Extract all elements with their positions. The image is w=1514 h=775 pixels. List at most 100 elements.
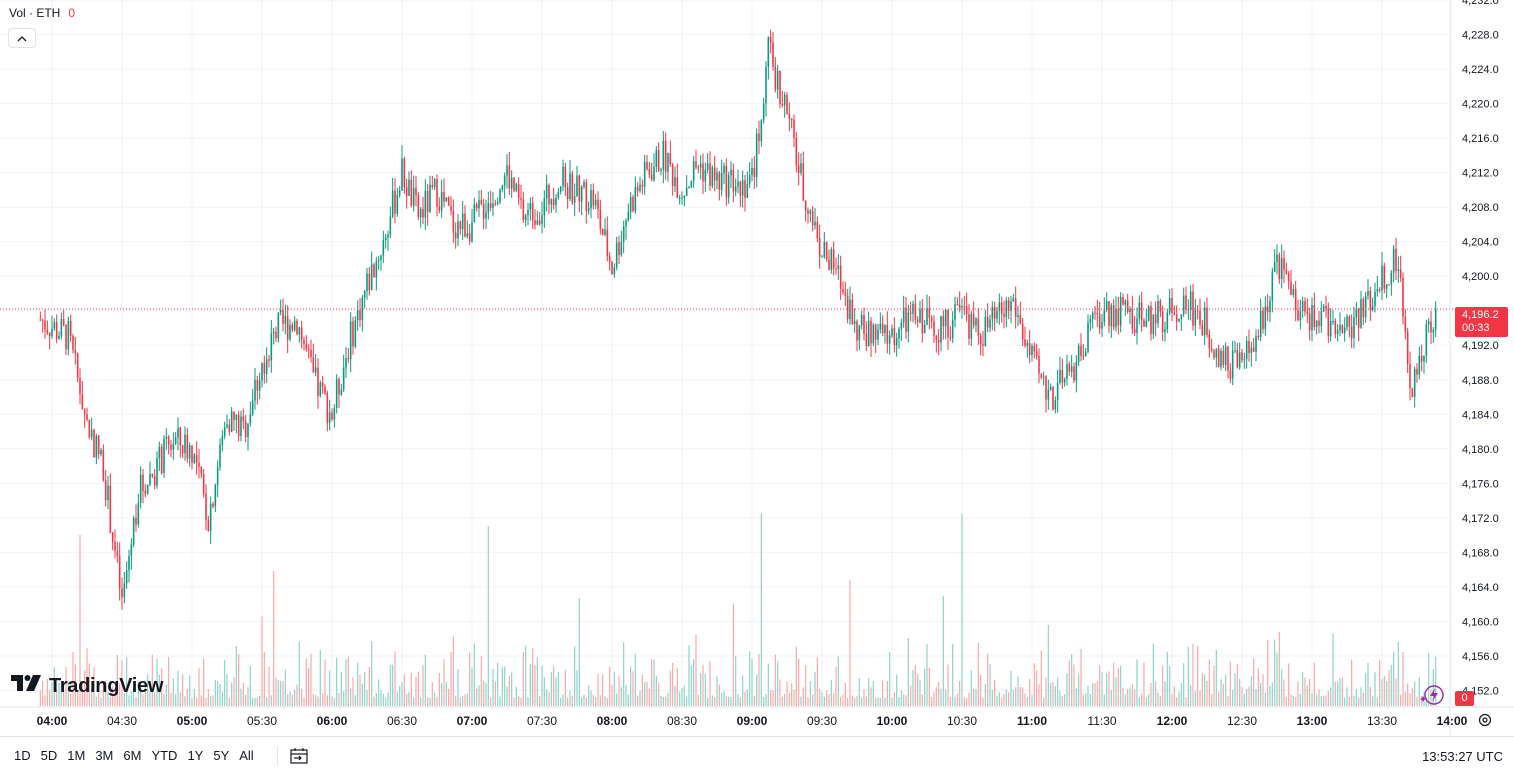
range-1y[interactable]: 1Y bbox=[187, 748, 204, 763]
volume-bar bbox=[1215, 650, 1217, 706]
range-1d[interactable]: 1D bbox=[14, 748, 31, 763]
candle-body bbox=[818, 238, 821, 257]
volume-bar bbox=[1106, 672, 1108, 706]
candle-body bbox=[354, 320, 357, 347]
candle-body bbox=[718, 172, 721, 190]
candle-body bbox=[1098, 314, 1101, 329]
candle-body bbox=[452, 210, 455, 233]
candle-body bbox=[473, 204, 476, 223]
volume-bar bbox=[413, 697, 415, 706]
range-6m[interactable]: 6M bbox=[123, 748, 142, 763]
price-chart[interactable]: 4,152.04,156.04,160.04,164.04,168.04,172… bbox=[0, 0, 1514, 736]
candle-body bbox=[387, 234, 389, 238]
candle-body bbox=[1420, 355, 1423, 362]
candle-body bbox=[1273, 262, 1276, 272]
volume-bar bbox=[140, 687, 142, 706]
candle-body bbox=[1159, 300, 1162, 312]
candle-body bbox=[587, 208, 590, 211]
candle-body bbox=[674, 177, 676, 187]
volume-bar bbox=[709, 661, 711, 706]
range-3m[interactable]: 3M bbox=[95, 748, 114, 763]
candle-body bbox=[95, 435, 98, 458]
tradingview-logo[interactable]: TradingView bbox=[11, 674, 163, 698]
utc-clock[interactable]: 13:53:27 UTC bbox=[1422, 749, 1503, 764]
volume-bar bbox=[1264, 692, 1266, 706]
candle-body bbox=[370, 264, 373, 290]
volume-bar bbox=[973, 688, 975, 706]
volume-bar bbox=[196, 697, 198, 706]
candle-body bbox=[534, 220, 536, 225]
volume-bar bbox=[1117, 668, 1119, 706]
volume-bar bbox=[1283, 679, 1285, 706]
range-ytd[interactable]: YTD bbox=[151, 748, 178, 763]
volume-bar bbox=[1428, 652, 1430, 706]
candle-body bbox=[102, 449, 105, 481]
candle-body bbox=[408, 179, 410, 196]
candle-body bbox=[543, 198, 546, 216]
candle-body bbox=[517, 184, 520, 198]
candle-body bbox=[1257, 335, 1260, 338]
collapse-legend-button[interactable] bbox=[8, 28, 36, 48]
volume-bar bbox=[1073, 664, 1075, 706]
volume-bar bbox=[1197, 646, 1199, 706]
volume-bar bbox=[1292, 696, 1294, 706]
volume-bar bbox=[595, 696, 597, 706]
candle-body bbox=[683, 195, 686, 198]
candle-body bbox=[1138, 302, 1141, 319]
candle-body bbox=[1388, 284, 1390, 286]
volume-bar bbox=[123, 692, 125, 706]
candle-body bbox=[310, 349, 312, 358]
volume-bar bbox=[408, 692, 410, 706]
x-axis: 04:00 04:30 05:00 05:30 06:00 06:30 07:00 07:30… bbox=[37, 714, 1468, 728]
candle-body bbox=[1350, 326, 1353, 338]
volume-bar bbox=[424, 654, 426, 706]
volume-bar bbox=[312, 693, 314, 706]
candle-body bbox=[678, 197, 681, 199]
volume-bar bbox=[44, 695, 46, 706]
candle-body bbox=[142, 474, 144, 491]
candle-body bbox=[1038, 355, 1040, 374]
volume-bar bbox=[863, 689, 865, 706]
candle-body bbox=[422, 208, 424, 218]
volume-bar bbox=[690, 665, 692, 706]
volume-bar bbox=[851, 695, 853, 706]
volume-bar bbox=[310, 653, 312, 706]
range-5y[interactable]: 5Y bbox=[213, 748, 230, 763]
volume-bar bbox=[228, 697, 230, 706]
volume-bar bbox=[515, 686, 517, 706]
volume-bar bbox=[1017, 676, 1019, 706]
volume-bar bbox=[417, 671, 419, 706]
volume-bar bbox=[1173, 686, 1175, 706]
volume-bar bbox=[721, 692, 723, 706]
volume-bar bbox=[1411, 688, 1413, 706]
volume-bar bbox=[786, 681, 788, 706]
volume-bar bbox=[1085, 693, 1087, 706]
candle-body bbox=[828, 259, 830, 270]
candle-body bbox=[1091, 312, 1094, 320]
candle-body bbox=[468, 233, 471, 242]
candle-body bbox=[83, 409, 86, 415]
volume-bar bbox=[597, 673, 599, 706]
y-tick-label: 4,184.0 bbox=[1462, 409, 1499, 421]
range-1m[interactable]: 1M bbox=[67, 748, 86, 763]
volume-bar bbox=[1372, 696, 1374, 706]
volume-bar bbox=[221, 691, 223, 706]
lightning-icon[interactable] bbox=[1420, 684, 1446, 711]
volume-bar bbox=[282, 681, 284, 706]
candle-body bbox=[1047, 389, 1050, 400]
candle-body bbox=[1112, 305, 1115, 328]
calendar-icon[interactable] bbox=[289, 746, 309, 771]
candle-body bbox=[1255, 335, 1257, 352]
volume-bar bbox=[189, 675, 191, 706]
range-all[interactable]: All bbox=[239, 748, 254, 763]
volume-bar bbox=[1379, 659, 1381, 706]
candle-body bbox=[643, 161, 646, 187]
volume-bar bbox=[380, 689, 382, 706]
candle-body bbox=[1308, 313, 1311, 331]
candle-body bbox=[1033, 345, 1036, 352]
volume-bar bbox=[238, 654, 240, 706]
range-5d[interactable]: 5D bbox=[40, 748, 58, 763]
volume-bar bbox=[324, 659, 326, 706]
volume-bar bbox=[172, 678, 174, 706]
gear-icon[interactable] bbox=[1477, 712, 1493, 733]
